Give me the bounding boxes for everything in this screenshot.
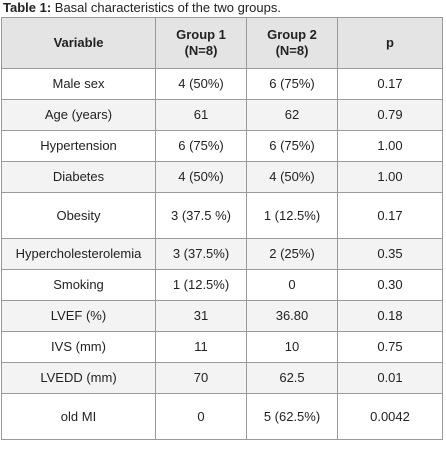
table-row: Smoking 1 (12.5%) 0 0.30 xyxy=(1,269,443,301)
header-group1: Group 1 (N=8) xyxy=(155,17,247,69)
cell-group2: 36.80 xyxy=(246,300,338,332)
cell-variable: IVS (mm) xyxy=(1,331,156,363)
cell-variable: LVEDD (mm) xyxy=(1,362,156,394)
cell-p: 1.00 xyxy=(337,161,443,193)
cell-group2: 5 (62.5%) xyxy=(246,393,338,440)
cell-p: 0.0042 xyxy=(337,393,443,440)
cell-group1: 0 xyxy=(155,393,247,440)
characteristics-table: Variable Group 1 (N=8) Group 2 (N=8) p M… xyxy=(1,17,443,440)
table-row: old MI 0 5 (62.5%) 0.0042 xyxy=(1,393,443,440)
cell-p: 0.30 xyxy=(337,269,443,301)
cell-group1: 6 (75%) xyxy=(155,130,247,162)
table-row: IVS (mm) 11 10 0.75 xyxy=(1,331,443,363)
table-row: Hypertension 6 (75%) 6 (75%) 1.00 xyxy=(1,130,443,162)
cell-variable: Hypercholesterolemia xyxy=(1,238,156,270)
cell-variable: old MI xyxy=(1,393,156,440)
table-row: LVEF (%) 31 36.80 0.18 xyxy=(1,300,443,332)
table-header-row: Variable Group 1 (N=8) Group 2 (N=8) p xyxy=(1,17,443,69)
cell-variable: Hypertension xyxy=(1,130,156,162)
cell-p: 0.18 xyxy=(337,300,443,332)
table-row: Hypercholesterolemia 3 (37.5%) 2 (25%) 0… xyxy=(1,238,443,270)
cell-group2: 4 (50%) xyxy=(246,161,338,193)
cell-group1: 4 (50%) xyxy=(155,161,247,193)
cell-group2: 10 xyxy=(246,331,338,363)
cell-group2: 6 (75%) xyxy=(246,68,338,100)
cell-variable: Obesity xyxy=(1,192,156,239)
cell-group1: 61 xyxy=(155,99,247,131)
cell-variable: LVEF (%) xyxy=(1,300,156,332)
table-caption-label: Table 1: xyxy=(3,0,52,15)
header-p: p xyxy=(337,17,443,69)
table-row: LVEDD (mm) 70 62.5 0.01 xyxy=(1,362,443,394)
cell-group2: 62.5 xyxy=(246,362,338,394)
header-variable: Variable xyxy=(1,17,156,69)
cell-p: 0.79 xyxy=(337,99,443,131)
cell-group1: 31 xyxy=(155,300,247,332)
cell-group2: 6 (75%) xyxy=(246,130,338,162)
cell-group2-text: 5 (62.5%) xyxy=(263,408,321,424)
table-row: Obesity 3 (37.5 %) 1 (12.5%) 0.17 xyxy=(1,192,443,239)
table-row: Age (years) 61 62 0.79 xyxy=(1,99,443,131)
cell-group2: 1 (12.5%) xyxy=(246,192,338,239)
cell-group1: 1 (12.5%) xyxy=(155,269,247,301)
table-row: Diabetes 4 (50%) 4 (50%) 1.00 xyxy=(1,161,443,193)
cell-p: 0.01 xyxy=(337,362,443,394)
cell-p: 0.35 xyxy=(337,238,443,270)
cell-group1: 70 xyxy=(155,362,247,394)
cell-variable: Male sex xyxy=(1,68,156,100)
cell-group2: 62 xyxy=(246,99,338,131)
cell-p: 0.17 xyxy=(337,68,443,100)
cell-group1: 3 (37.5 %) xyxy=(155,192,247,239)
cell-group1: 4 (50%) xyxy=(155,68,247,100)
cell-group2-text: 1 (12.5%) xyxy=(263,207,321,223)
cell-group2: 0 xyxy=(246,269,338,301)
table-caption-text: Basal characteristics of the two groups. xyxy=(51,0,281,15)
table-caption: Table 1: Basal characteristics of the tw… xyxy=(3,0,281,16)
header-group2: Group 2 (N=8) xyxy=(246,17,338,69)
cell-variable: Smoking xyxy=(1,269,156,301)
cell-p: 0.17 xyxy=(337,192,443,239)
cell-variable: Age (years) xyxy=(1,99,156,131)
cell-p: 0.75 xyxy=(337,331,443,363)
cell-p: 1.00 xyxy=(337,130,443,162)
table-row: Male sex 4 (50%) 6 (75%) 0.17 xyxy=(1,68,443,100)
cell-variable: Diabetes xyxy=(1,161,156,193)
cell-group1: 11 xyxy=(155,331,247,363)
cell-group2: 2 (25%) xyxy=(246,238,338,270)
cell-group1: 3 (37.5%) xyxy=(155,238,247,270)
